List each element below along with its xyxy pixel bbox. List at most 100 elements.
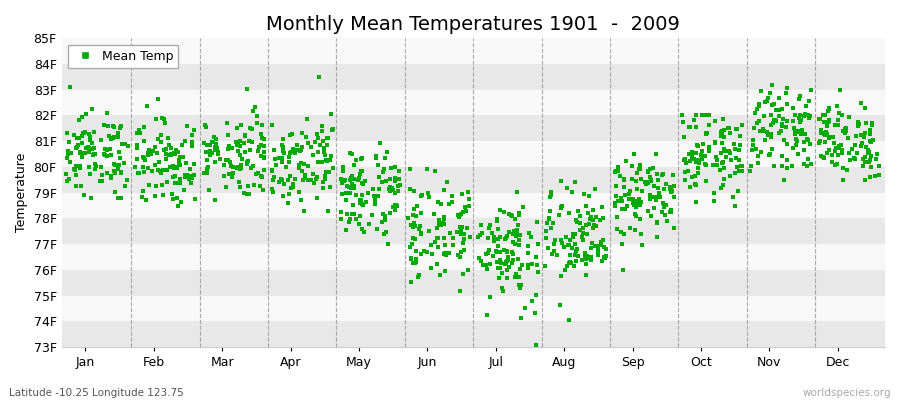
Point [173, 162, 187, 168]
Point [495, 270, 509, 276]
Point [378, 213, 392, 220]
Point [821, 107, 835, 114]
Point [688, 198, 703, 205]
Point [172, 159, 186, 166]
Point [137, 155, 151, 161]
Point [509, 227, 524, 234]
Point [716, 158, 731, 165]
Point [714, 128, 728, 135]
Point [576, 230, 590, 236]
Point [256, 174, 270, 180]
Point [224, 163, 238, 170]
Point [743, 163, 758, 169]
Point [814, 127, 828, 133]
Point [516, 204, 530, 210]
Point [95, 178, 110, 184]
Point [419, 249, 434, 255]
Point [276, 181, 291, 187]
Point [248, 171, 263, 177]
Point [88, 151, 103, 158]
Legend: Mean Temp: Mean Temp [68, 44, 178, 68]
Point [103, 146, 117, 152]
Point [617, 206, 632, 212]
Point [667, 224, 681, 231]
Point [491, 226, 506, 232]
Point [546, 240, 561, 247]
Point [786, 145, 800, 152]
Point [166, 150, 181, 156]
Point [320, 134, 335, 141]
Point [151, 167, 166, 173]
Point [159, 167, 174, 173]
Point [625, 162, 639, 169]
Point [365, 186, 380, 192]
Point [763, 133, 778, 140]
Point [418, 248, 432, 254]
Point [101, 123, 115, 130]
Point [758, 136, 772, 143]
Point [323, 153, 338, 159]
Point [256, 166, 271, 173]
Point [379, 229, 393, 236]
Point [63, 158, 77, 165]
Point [282, 153, 296, 160]
Point [768, 116, 782, 123]
Point [275, 142, 290, 148]
Point [87, 166, 102, 172]
Point [500, 275, 514, 281]
Point [471, 234, 485, 240]
Point [324, 111, 338, 117]
Point [283, 190, 297, 197]
Point [111, 166, 125, 172]
Point [482, 225, 496, 232]
Point [96, 122, 111, 129]
Point [765, 146, 779, 152]
Point [623, 188, 637, 194]
Point [491, 264, 505, 271]
Point [208, 147, 222, 153]
Point [342, 177, 356, 183]
Point [634, 176, 649, 182]
Point [685, 173, 699, 180]
Point [406, 224, 420, 230]
Point [414, 230, 428, 236]
Point [834, 147, 849, 154]
Point [641, 208, 655, 214]
Point [207, 133, 221, 140]
Point [682, 124, 697, 130]
Point [506, 238, 520, 245]
Point [104, 173, 119, 179]
Point [479, 251, 493, 257]
Point [385, 185, 400, 192]
Point [138, 156, 152, 163]
Bar [61, 167, 885, 193]
Point [716, 182, 730, 188]
Point [871, 163, 886, 170]
Bar [61, 141, 885, 167]
Text: Latitude -10.25 Longitude 123.75: Latitude -10.25 Longitude 123.75 [9, 388, 184, 398]
Point [317, 149, 331, 156]
Point [529, 292, 544, 298]
Point [862, 148, 877, 155]
Point [238, 132, 252, 138]
Point [577, 191, 591, 197]
Point [238, 149, 252, 155]
Point [718, 148, 733, 154]
Point [482, 250, 496, 256]
Point [199, 123, 213, 130]
Point [433, 272, 447, 278]
Point [162, 142, 176, 148]
Point [685, 151, 699, 157]
Point [421, 228, 436, 234]
Point [321, 208, 336, 214]
Point [230, 165, 244, 171]
Point [442, 250, 456, 256]
Point [154, 170, 168, 176]
Point [354, 156, 368, 162]
Point [775, 106, 789, 112]
Point [616, 230, 631, 237]
Point [128, 164, 142, 171]
Point [171, 160, 185, 166]
Point [834, 150, 849, 156]
Bar [61, 270, 885, 296]
